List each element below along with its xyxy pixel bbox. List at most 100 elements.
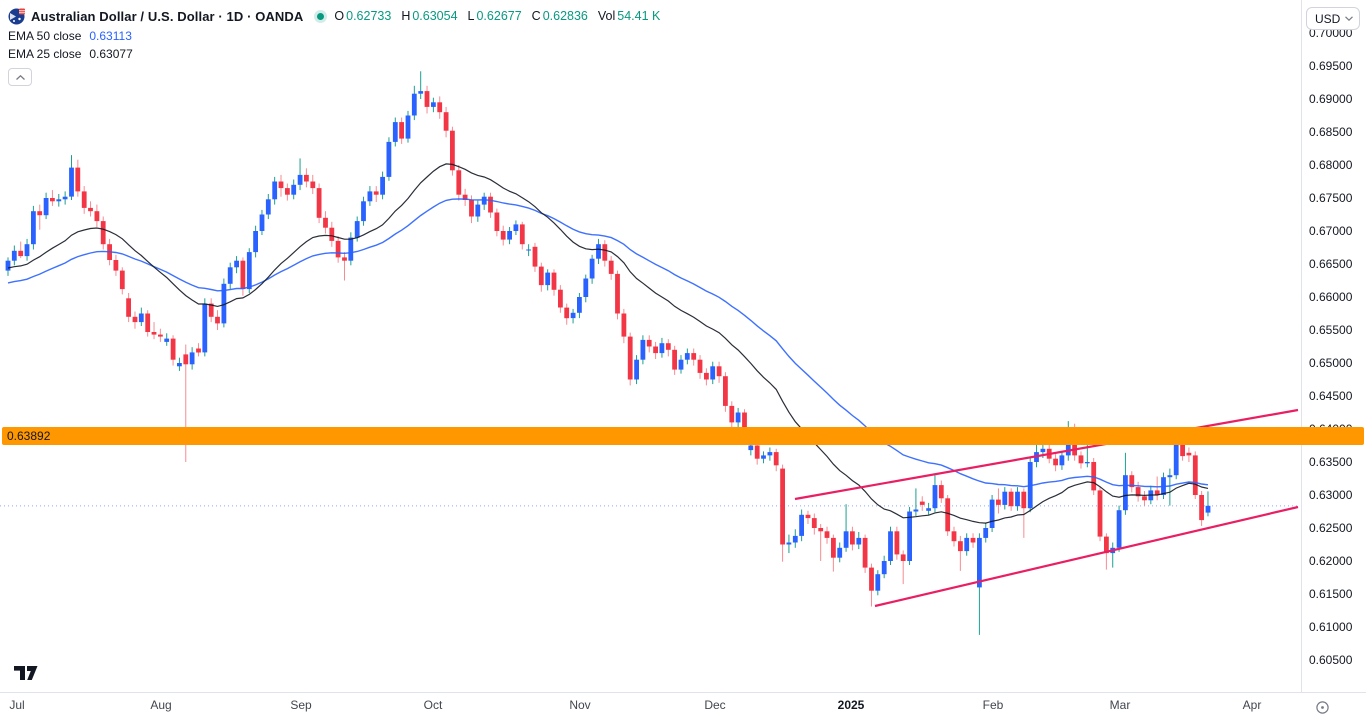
- candle-body: [138, 313, 144, 323]
- candle-body: [56, 199, 62, 202]
- candle-body: [938, 485, 944, 499]
- close-value: 0.62836: [542, 9, 588, 23]
- channel-lower-trendline[interactable]: [874, 505, 1299, 608]
- candle-body: [780, 468, 785, 545]
- candle-body: [983, 528, 989, 538]
- candle-body: [1129, 475, 1135, 488]
- candle-body: [81, 191, 87, 208]
- price-axis-label: 0.69500: [1309, 59, 1353, 73]
- candle-body: [1186, 452, 1192, 456]
- ohlc-values: O 0.62733 H 0.63054 L 0.62677 C 0.62836 …: [334, 9, 660, 23]
- candle-body: [538, 266, 544, 286]
- candle-body: [621, 313, 627, 337]
- candle-body: [246, 252, 252, 290]
- candle-body: [221, 283, 227, 324]
- indicator-row-ema50[interactable]: EMA 50 close 0.63113: [8, 27, 660, 44]
- currency-label: USD: [1315, 11, 1341, 26]
- candle-body: [875, 574, 881, 591]
- market-status-dot[interactable]: [317, 12, 325, 20]
- candle-body: [513, 224, 519, 231]
- candle-body: [31, 211, 36, 245]
- price-axis-label: 0.61000: [1309, 620, 1353, 634]
- time-axis[interactable]: Jul Aug Sep Oct Nov Dec 2025 Feb Mar Apr: [0, 692, 1366, 720]
- candle-body: [373, 191, 379, 195]
- clock-icon: [1315, 700, 1329, 714]
- candle-body: [881, 561, 887, 575]
- candle-body: [88, 207, 93, 212]
- candle-body: [361, 201, 366, 222]
- candle-body: [392, 122, 398, 142]
- candle-body: [799, 514, 804, 536]
- candle-body: [659, 343, 665, 354]
- price-axis-label: 0.64500: [1309, 389, 1353, 403]
- candle-body: [215, 316, 220, 324]
- candle-body: [818, 528, 824, 532]
- channel-upper-trendline[interactable]: [794, 408, 1299, 501]
- candle-body: [475, 204, 481, 217]
- candle-body: [1173, 438, 1179, 476]
- candle-body: [1180, 438, 1185, 457]
- candle-body: [94, 211, 100, 222]
- candle-body: [1192, 455, 1198, 495]
- candle-body: [805, 514, 811, 519]
- candle-body: [469, 200, 474, 217]
- candle-body: [437, 102, 443, 113]
- candle-body: [532, 246, 538, 267]
- candle-body: [202, 303, 208, 353]
- candle-body: [646, 339, 652, 347]
- alert-price-label: 0.63892: [2, 427, 1364, 446]
- candle-body: [11, 250, 17, 261]
- candle-body: [989, 499, 995, 528]
- candle-body: [761, 455, 766, 459]
- tradingview-logo[interactable]: [14, 666, 40, 681]
- time-axis-label: Feb: [982, 698, 1004, 712]
- candle-body: [272, 181, 278, 200]
- candles-series: [5, 71, 1211, 635]
- candle-body: [767, 452, 773, 456]
- candle-body: [570, 312, 576, 319]
- ema-25-line[interactable]: [7, 163, 1209, 524]
- candle-body: [748, 445, 754, 451]
- candle-body: [710, 366, 716, 380]
- candle-body: [678, 359, 684, 370]
- candle-body: [424, 91, 430, 107]
- price-axis-label: 0.66500: [1309, 257, 1353, 271]
- candle-body: [589, 258, 595, 279]
- time-axis-label: Oct: [423, 698, 443, 712]
- ema-50-line[interactable]: [7, 198, 1209, 488]
- candle-body: [932, 485, 938, 509]
- price-axis-label: 0.62500: [1309, 521, 1353, 535]
- price-axis-label: 0.68000: [1309, 158, 1353, 172]
- chart-legend: Australian Dollar / U.S. Dollar · 1D · O…: [8, 6, 660, 86]
- candle-body: [723, 376, 728, 406]
- price-axis-label: 0.62000: [1309, 554, 1353, 568]
- symbol-row[interactable]: Australian Dollar / U.S. Dollar · 1D · O…: [8, 6, 660, 26]
- candle-body: [1135, 487, 1141, 497]
- candle-body: [183, 354, 189, 365]
- candle-body: [634, 359, 639, 380]
- candle-body: [888, 531, 893, 561]
- candle-body: [1199, 495, 1204, 521]
- candle-body: [418, 91, 424, 94]
- candle-body: [443, 112, 449, 131]
- currency-selector-button[interactable]: USD: [1306, 7, 1360, 30]
- candle-body: [951, 531, 957, 542]
- candle-body: [177, 363, 182, 367]
- candle-body: [1002, 491, 1008, 505]
- indicator-row-ema25[interactable]: EMA 25 close 0.63077: [8, 45, 660, 62]
- symbol-title[interactable]: Australian Dollar / U.S. Dollar · 1D · O…: [31, 8, 304, 24]
- timezone-button[interactable]: [1312, 697, 1332, 717]
- price-axis[interactable]: 0.70000 0.69500 0.69000 0.68500 0.68000 0.675…: [1301, 0, 1366, 692]
- candle-body: [837, 547, 843, 558]
- candle-body: [5, 260, 11, 271]
- ema50-name: EMA 50 close: [8, 28, 82, 43]
- high-label: H: [401, 9, 411, 23]
- ema25-value: 0.63077: [89, 46, 133, 61]
- candle-body: [494, 212, 500, 231]
- collapse-legend-button[interactable]: [8, 68, 32, 86]
- candle-body: [367, 191, 373, 202]
- candle-body: [342, 257, 347, 261]
- candle-body: [615, 273, 620, 314]
